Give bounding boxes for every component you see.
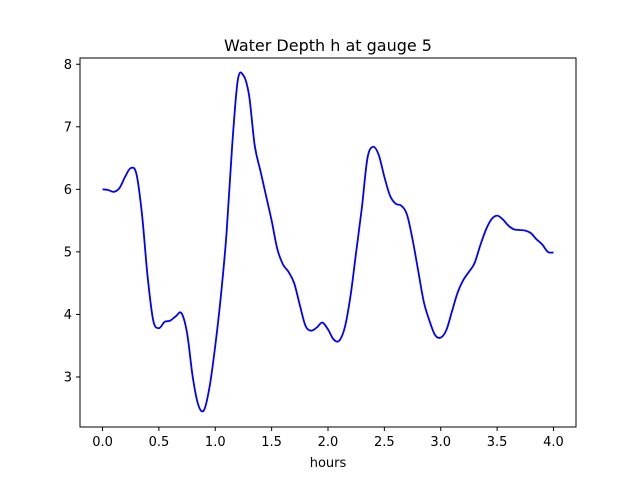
y-tick-label: 5	[64, 245, 72, 260]
x-axis-label: hours	[310, 456, 347, 471]
x-tick-label: 3.0	[430, 435, 451, 450]
plot-area	[79, 57, 577, 428]
x-tick-label: 3.5	[487, 435, 508, 450]
y-tick-label: 7	[64, 120, 72, 135]
x-tick-label: 2.5	[374, 435, 395, 450]
x-tick-label: 2.0	[318, 435, 339, 450]
x-axis-ticks: 0.0 0.5 1.0 1.5 2.0 2.5 3.0 3.5 4.0	[92, 427, 564, 450]
y-tick-label: 4	[64, 308, 72, 323]
y-axis-ticks: 3 4 5 6 7 8	[64, 58, 80, 385]
x-tick-label: 1.5	[261, 435, 282, 450]
axes-frame	[79, 57, 577, 428]
x-tick-label: 0.5	[149, 435, 170, 450]
x-tick-label: 1.0	[205, 435, 226, 450]
x-tick-label: 4.0	[543, 435, 564, 450]
y-tick-label: 8	[64, 58, 72, 73]
y-tick-label: 3	[64, 370, 72, 385]
series-line-water-depth	[102, 71, 554, 413]
y-tick-label: 6	[64, 183, 72, 198]
x-tick-label: 0.0	[92, 435, 113, 450]
chart-title: Water Depth h at gauge 5	[224, 36, 432, 55]
